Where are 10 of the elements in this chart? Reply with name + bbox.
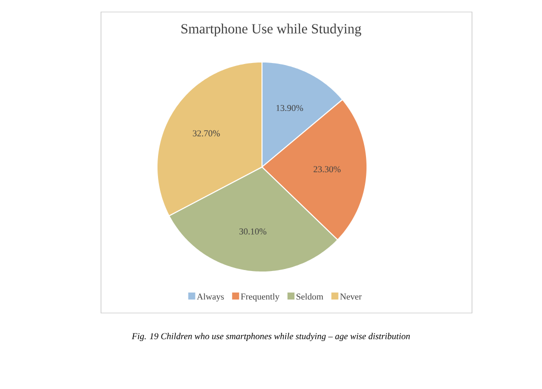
legend-label: Frequently xyxy=(240,293,280,302)
data-label: 30.10% xyxy=(239,228,266,234)
data-label: 32.70% xyxy=(192,130,220,136)
data-label: 13.90% xyxy=(276,104,304,112)
data-label: 23.30% xyxy=(314,166,341,172)
caption: Fig. 19 Children who use smartphones while studying – age wise distribution xyxy=(132,332,410,342)
legend-label: Always xyxy=(196,293,224,302)
legend-label: Never xyxy=(340,294,362,300)
legend-label: Seldom xyxy=(296,293,324,300)
chart-title: Smartphone Use while Studying xyxy=(181,24,362,36)
